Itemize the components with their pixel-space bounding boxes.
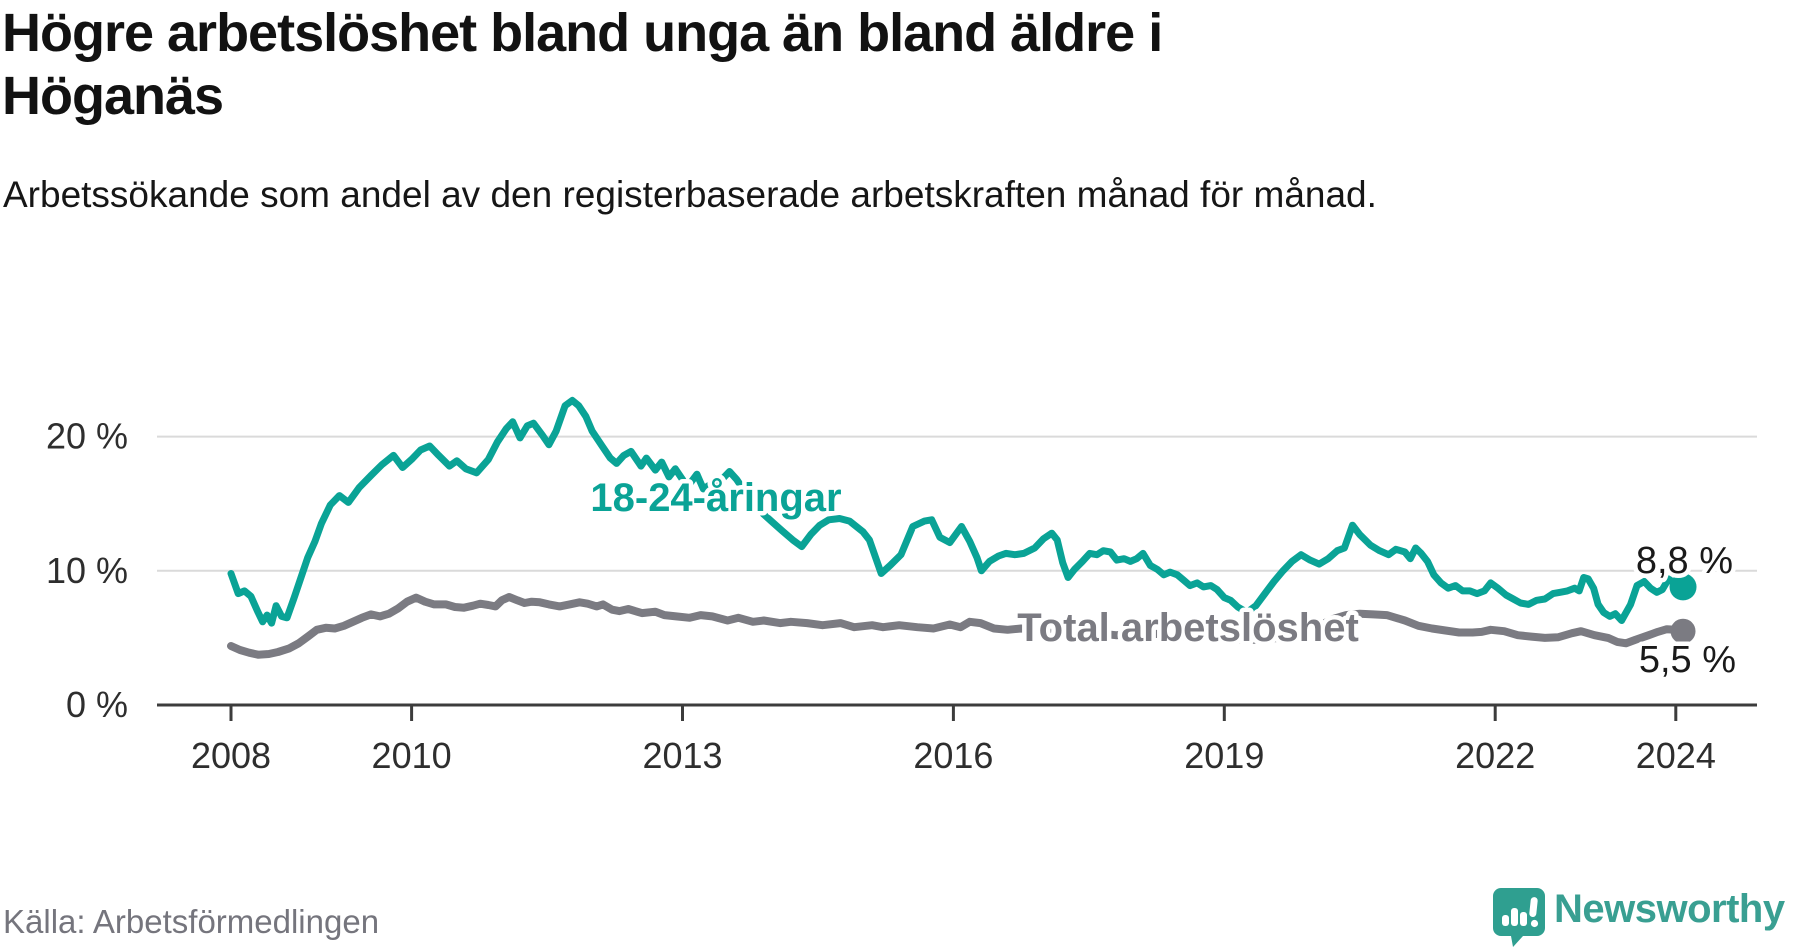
y-tick-label-0: 0 % bbox=[66, 684, 128, 725]
series-labels: 18-24-åringar 8,8 % Total arbetslöshet 5,5 … bbox=[586, 472, 1741, 686]
logo-bar-2 bbox=[1511, 908, 1518, 926]
x-tick-label-2019: 2019 bbox=[1184, 735, 1264, 776]
axes: 0 % 10 % 20 % 2008 2010 2013 2016 2019 2022 2024 bbox=[46, 416, 1757, 776]
series-end-value-1: 5,5 % bbox=[1639, 639, 1736, 681]
gridlines bbox=[157, 435, 1757, 572]
logo-bar-3 bbox=[1520, 912, 1527, 926]
y-tick-label-20: 20 % bbox=[46, 416, 128, 457]
newsworthy-logo-text: Newsworthy bbox=[1554, 887, 1785, 931]
logo-exclamation-dot bbox=[1530, 919, 1539, 928]
x-tick-label-2010: 2010 bbox=[372, 735, 452, 776]
logo-exclamation-stem bbox=[1529, 897, 1538, 918]
y-tick-label-10: 10 % bbox=[46, 550, 128, 591]
series-line-0 bbox=[227, 396, 1687, 627]
newsworthy-logo-icon bbox=[1493, 888, 1545, 947]
x-tick-label-2013: 2013 bbox=[642, 735, 722, 776]
logo-bar-1 bbox=[1502, 915, 1509, 926]
series-lines bbox=[227, 396, 1687, 659]
x-tick-label-2016: 2016 bbox=[913, 735, 993, 776]
page-title: Högre arbetslöshet bland unga än bland ä… bbox=[2, 3, 1163, 126]
newsworthy-logo: Newsworthy bbox=[1490, 885, 1800, 948]
series-end-value-0: 8,8 % bbox=[1636, 540, 1733, 582]
series-line-1 bbox=[227, 593, 1687, 659]
x-tick-label-2024: 2024 bbox=[1636, 735, 1716, 776]
x-tick-label-2022: 2022 bbox=[1455, 735, 1535, 776]
series-end-dot-1 bbox=[1670, 618, 1696, 644]
source-note: Källa: Arbetsförmedlingen bbox=[3, 903, 380, 940]
chart-subtitle: Arbetssökande som andel av den registerb… bbox=[3, 174, 1377, 215]
series-end-dot-0 bbox=[1669, 573, 1697, 601]
logo-bubble bbox=[1493, 888, 1545, 947]
x-tick-label-2008: 2008 bbox=[191, 735, 271, 776]
series-name-label-0: 18-24-åringar bbox=[590, 476, 841, 520]
series-name-label-1: Total arbetslöshet bbox=[1017, 606, 1359, 650]
